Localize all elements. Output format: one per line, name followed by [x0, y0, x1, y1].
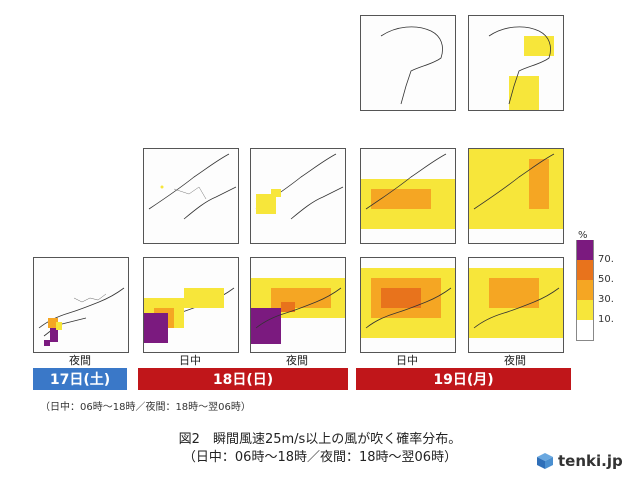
legend-tick: 50.	[598, 274, 614, 285]
map-west-japan	[361, 268, 455, 338]
panel-label-day: 日中	[396, 354, 418, 367]
map-north-japan	[488, 26, 554, 110]
map-panel-18-night-east	[250, 148, 346, 244]
legend-tick: 30.	[598, 294, 614, 305]
map-west-japan	[469, 268, 563, 338]
panel-label-night: 夜間	[286, 354, 308, 367]
map-panel-18-night-west	[250, 257, 346, 353]
map-east-japan	[148, 153, 237, 220]
map-west-japan	[251, 278, 345, 344]
panel-label-day: 日中	[179, 354, 201, 367]
map-panel-19-day-west	[360, 257, 456, 353]
legend-tick: 70.	[598, 254, 614, 265]
tenki-cube-icon	[537, 453, 553, 469]
legend-tick: 10.	[598, 314, 614, 325]
panel-label-night: 夜間	[504, 354, 526, 367]
day-band-19: 19日(月)	[356, 368, 571, 390]
map-panel-19-day-hokkaido	[360, 15, 456, 111]
day-band-17: 17日(土)	[33, 368, 127, 390]
time-note: （日中：06時～18時／夜間：18時～翌06時）	[40, 402, 251, 413]
map-panel-18-day-east	[143, 148, 239, 244]
map-panel-19-night-hokkaido	[468, 15, 564, 111]
map-north-japan	[380, 26, 443, 105]
probability-legend: % 70. 50. 30. 10.	[576, 230, 636, 350]
map-east-japan	[361, 153, 455, 229]
legend-swatch-amber	[576, 280, 594, 300]
legend-swatch-yellow	[576, 300, 594, 320]
legend-swatch-purple	[576, 240, 594, 260]
map-west-japan	[38, 287, 125, 346]
map-panel-17-night-west	[33, 257, 129, 353]
map-east-japan	[469, 149, 563, 229]
legend-unit: %	[578, 230, 588, 241]
map-panel-19-night-west	[468, 257, 564, 353]
day-band-18: 18日(日)	[138, 368, 348, 390]
map-west-japan	[144, 287, 235, 343]
logo-text: tenki.jp	[558, 452, 623, 470]
figure-caption-line1: 図2 瞬間風速25m/s以上の風が吹く確率分布。	[178, 432, 462, 447]
map-panel-18-day-west	[143, 257, 239, 353]
tenki-logo: tenki.jp	[536, 452, 623, 470]
map-panel-19-day-east	[360, 148, 456, 244]
legend-swatch-orange	[576, 260, 594, 280]
map-east-japan	[255, 153, 344, 220]
panel-label-night: 夜間	[69, 354, 91, 367]
map-panel-19-night-east	[468, 148, 564, 244]
legend-swatch-white	[576, 320, 594, 341]
figure-caption-line2: （日中：06時～18時／夜間：18時～翌06時）	[182, 450, 458, 465]
